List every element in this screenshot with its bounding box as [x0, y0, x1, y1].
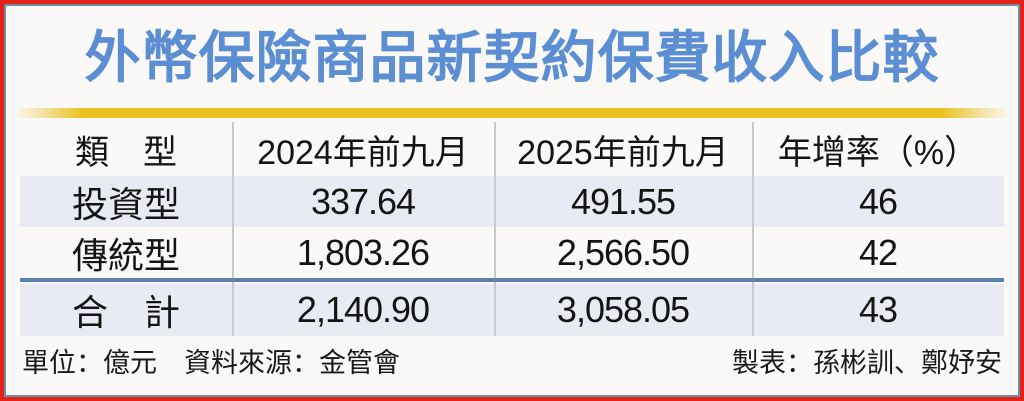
footer: 單位：億元 資料來源：金管會 製表：孫彬訓、鄭妤安 [22, 341, 1002, 380]
table-header-row: 類 型 2024年前九月 2025年前九月 年增率（%） [20, 122, 1004, 176]
table-row-investment: 投資型 337.64 491.55 46 [20, 176, 1004, 227]
value-growth: 46 [858, 181, 898, 222]
value-growth: 42 [858, 232, 898, 273]
value-2024: 337.64 [310, 181, 416, 222]
row-label: 合 計 [71, 292, 180, 333]
total-separator-line [20, 278, 1004, 282]
col-header-growth: 年增率（%） [777, 133, 979, 172]
footer-credits: 製表：孫彬訓、鄭妤安 [732, 348, 1002, 378]
value-2025: 491.55 [570, 181, 676, 222]
premium-comparison-table: 類 型 2024年前九月 2025年前九月 年增率（%） 投資型 337.64 … [20, 122, 1004, 336]
col-header-2025: 2025年前九月 [517, 133, 729, 172]
row-label: 傳統型 [71, 235, 180, 276]
accent-bar [14, 108, 1010, 118]
footer-unit-source: 單位：億元 資料來源：金管會 [22, 348, 400, 378]
value-growth: 43 [858, 289, 898, 330]
table-row-traditional: 傳統型 1,803.26 2,566.50 42 [20, 227, 1004, 278]
column-divider [494, 122, 496, 336]
row-label: 投資型 [71, 184, 180, 225]
column-divider [232, 122, 234, 336]
value-2024: 1,803.26 [296, 232, 430, 273]
value-2024: 2,140.90 [296, 289, 430, 330]
column-divider [752, 122, 754, 336]
table-row-total: 合 計 2,140.90 3,058.05 43 [20, 284, 1004, 336]
col-header-type: 類 型 [75, 133, 177, 172]
value-2025: 3,058.05 [556, 289, 690, 330]
page-title: 外幣保險商品新契約保費收入比較 [84, 26, 940, 89]
value-2025: 2,566.50 [556, 232, 690, 273]
col-header-2024: 2024年前九月 [257, 133, 469, 172]
